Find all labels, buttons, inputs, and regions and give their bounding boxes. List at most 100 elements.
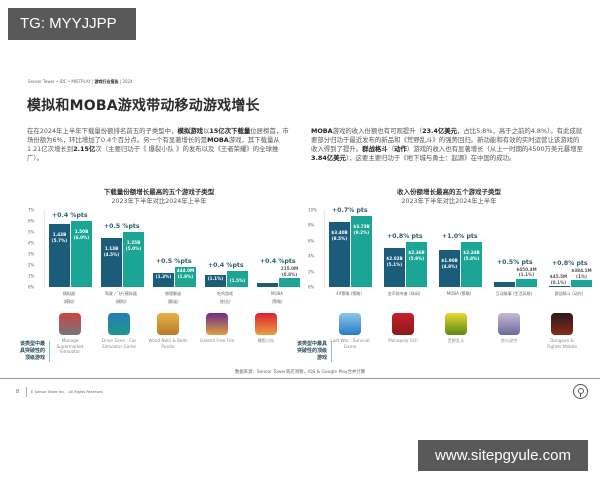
watermark-bottom: www.sitepgyule.com [418,440,588,471]
bar-2024h1 [279,278,300,287]
bar-value: 1.13B [104,245,119,251]
category-label: MOBA (策略) [432,290,486,298]
download-share-chart: 下载量份额增长最高的五个游戏子类型 2023年下半年对比2024年上半年 7% 6… [28,186,300,306]
top-games-label-left: 该类型中最具突破性的顶级游戏 [18,341,50,362]
body-text: 位居榜首，市场份额为6%，环比增加了0.4个百分点。另一个有显著增长的是 [27,127,289,144]
emphasis-text: 3.84亿美元 [311,154,346,162]
bar-2024h1 [516,278,537,287]
bar-outside-label: $450.4M (1.1%) [511,267,542,278]
bar-2023h2 [494,282,515,287]
bar-2023h2: $2.02B (5.1%) [384,247,405,287]
source-suffix: | 2024 [118,79,133,84]
revenue-share-chart: 收入份额增长最高的五个游戏子类型 2023年下半年对比2024年上半年 10% 8… [308,186,592,304]
bar-2024h1: 1.50B (6.0%) [71,221,92,287]
category-label: 物理解谜 (解谜) [146,290,200,306]
chart-title: 下载量份额增长最高的五个游戏子类型 [103,188,215,196]
body-text: 次（主要归功于《 爆裂小队 》的发布以及《王者荣耀》的全球推广）。 [27,145,279,162]
footer-separator [26,387,27,397]
y-tick-label: 10% [308,207,317,213]
category-sub: (射击) [219,299,231,304]
category-sub: (模拟) [63,299,75,304]
top-game-item: Manage Supermarket Simulator [50,313,90,355]
category-name: 吃鸡游戏 [217,291,233,296]
bar-value: $3.73B [353,224,370,230]
bar-2024h1: 444.0M (1.8%) [175,267,196,287]
y-tick-label: 4% [308,253,315,259]
bar-value: $45.5M [549,274,568,280]
bar-2023h2: $1.90B (4.8%) [439,250,460,287]
y-tick-label: 8% [308,222,315,228]
emphasis-text: 群战格斗 [362,145,388,153]
category-name: 互动故事 (生活风格) [495,291,533,296]
page-number: 8 [16,389,20,395]
data-source-note: 数据来源：Sensor Tower商店洞察，iOS & Google Play合… [234,370,366,375]
game-app-icon [59,313,81,335]
game-app-icon [551,313,573,335]
category-name: 模拟器 [63,291,75,296]
chart-subtitle: 2023年下半年对比2024年上半年 [111,198,207,205]
source-prefix: Sensor Tower • IDC • MISTPLAY | [28,79,95,84]
bar-2024h1: $3.73B (9.2%) [351,216,372,287]
bar-value: 1.50B [74,229,89,234]
body-text: ，占比5.8%，高于之前的4.8%）。有此成就要部分归功于最近发布的新品和《荒野… [311,127,583,153]
bar-value: $450.4M [516,266,537,272]
category-sub: (模拟) [115,299,127,304]
category-label: 群战格斗 (动作) [542,290,596,298]
watermark-top: TG: MYYJJPP [8,8,136,40]
game-name: 荒野乱斗 [447,338,465,343]
game-app-icon [255,313,277,335]
delta-label: +0.4 %pts [208,261,244,269]
bar-percent: (1.1%) [518,272,535,278]
game-name: Drive Zone : Car Simulator Game [101,338,137,349]
emphasis-text: MOBA [207,136,229,144]
delta-label: +0.5 %pts [104,223,140,230]
y-tick-label: 0% [308,284,315,290]
bar-2023h2 [257,282,278,287]
y-tick-label: 3% [28,251,35,257]
bar-percent: (4.5%) [103,251,120,257]
emphasis-text: 23.4亿美元 [422,127,458,135]
game-name: Garena Free Fire [199,338,235,343]
bar-percent: (5.9%) [408,255,425,261]
category-label: 4X策略 (策略) [322,290,376,298]
top-games-right: Last War : Survival Game Monopoly GO! 荒野乱斗… [330,313,590,368]
body-text: ），这要主要归功于《地下城与勇士：起源》在中国的成功。 [345,154,516,162]
bar-2024h1 [571,280,592,287]
delta-label: +0.5 %pts [156,258,192,266]
category-sub: (策略) [271,299,283,304]
body-text: 以 [203,127,210,135]
bar-2023h2: (1.3%) [153,272,174,287]
chart-title: 收入份额增长最高的五个游戏子类型 [397,188,501,196]
bar-percent: (0.1%) [550,279,567,285]
delta-label: +0.8% pts [552,260,588,268]
y-tick-label: 1% [28,273,35,279]
game-name: Monopoly GO! [388,338,418,343]
category-label: 模拟器 (模拟) [42,290,96,306]
bar-2024h1: 1.25B (5.0%) [123,232,144,287]
sensor-tower-logo-icon [573,384,588,399]
game-app-icon [392,313,414,335]
body-text: ）游戏的收入也有显著增长（从上一时期的4500万美元暴增至 [406,145,583,153]
bar-2023h2: $3.40B (8.5%) [329,221,350,287]
bar-2023h2 [549,286,570,287]
bar-percent: (5.8%) [463,256,480,262]
category-name: 4X策略 (策略) [336,291,362,296]
bar-percent: (5.7%) [51,238,68,244]
game-app-icon [445,313,467,335]
bar-percent: (1.5%) [229,277,246,283]
bar-percent: (5.1%) [386,261,403,267]
bar-percent: (1.3%) [155,273,172,279]
top-game-item: Drive Zone : Car Simulator Game [99,313,139,349]
y-tick-label: 2% [28,262,35,268]
category-name: 群战格斗 (动作) [554,291,584,296]
top-game-item: Garena Free Fire [197,313,237,344]
game-name: Last War : Survival Game [330,338,370,349]
plot-area: 1.43B (5.7%) 1.50B (6.0%) +0.4 %pts 1.13B (4.5… [44,210,300,287]
category-name: 金币掠夺者 (休闲) [387,291,421,296]
page-title: 模拟和MOBA游戏带动移动游戏增长 [27,98,260,114]
game-app-icon [157,313,179,335]
bar-value: 1.25B [126,240,141,245]
game-app-icon [498,313,520,335]
bar-percent: (0.8%) [281,271,298,277]
